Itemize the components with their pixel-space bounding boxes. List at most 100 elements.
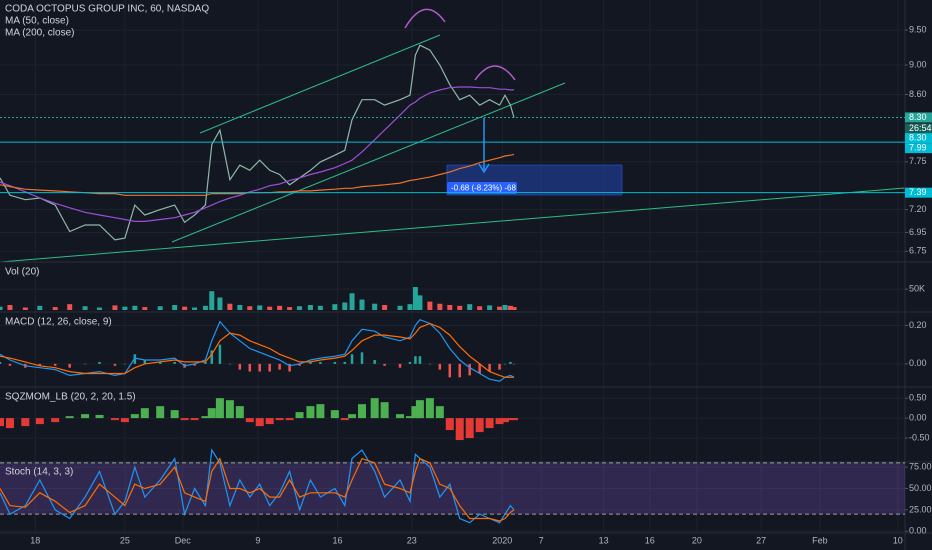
- bar: [143, 360, 147, 364]
- bar: [97, 307, 103, 310]
- bar: [475, 418, 484, 433]
- bar: [238, 363, 242, 370]
- countdown: 26:54: [909, 123, 932, 133]
- bar: [120, 418, 129, 423]
- series-line: [0, 322, 514, 378]
- price-tag: [905, 143, 932, 154]
- bar: [417, 295, 423, 310]
- bar: [53, 363, 57, 366]
- bar: [277, 305, 283, 310]
- bar: [21, 418, 30, 427]
- y-tick-label: 0.00: [909, 526, 927, 536]
- bar: [267, 306, 273, 310]
- bar: [130, 414, 139, 419]
- bar: [408, 361, 412, 364]
- y-tick-label: 0.00: [909, 412, 927, 422]
- bar: [122, 306, 128, 310]
- bar: [112, 305, 118, 310]
- extra-tag-label: 8.30: [909, 132, 927, 142]
- bar: [414, 356, 417, 364]
- bar: [51, 418, 60, 423]
- bar: [509, 361, 512, 364]
- bar: [237, 304, 243, 310]
- bar: [343, 361, 347, 364]
- bar: [488, 363, 491, 372]
- bar: [428, 363, 432, 365]
- price-tag-label: 8.30: [909, 112, 927, 122]
- bar: [98, 361, 101, 364]
- bar: [349, 293, 355, 310]
- bar: [258, 363, 261, 372]
- bar: [190, 418, 199, 421]
- bar: [110, 418, 119, 421]
- bar: [0, 361, 2, 364]
- bar: [412, 287, 418, 310]
- price-tag: [905, 187, 932, 198]
- bar: [511, 307, 517, 310]
- bar: [170, 410, 179, 419]
- bar: [447, 304, 453, 310]
- bar: [448, 363, 452, 378]
- bar: [418, 356, 422, 364]
- bar: [268, 363, 271, 372]
- shoulder-arc: [474, 65, 516, 81]
- bar: [0, 306, 3, 310]
- x-tick-label: 16: [333, 535, 343, 545]
- bar: [465, 418, 474, 439]
- x-tick-label: Dec: [175, 535, 192, 545]
- bar: [265, 418, 274, 425]
- bar: [477, 306, 483, 310]
- bar: [500, 418, 509, 423]
- y-tick-label: 7.75: [909, 156, 927, 166]
- bar: [297, 306, 303, 310]
- bar: [435, 406, 444, 419]
- price-tag: [905, 112, 932, 123]
- bar: [67, 304, 73, 310]
- bar: [193, 363, 196, 366]
- bar: [485, 418, 494, 429]
- bar: [156, 406, 165, 419]
- bar: [309, 361, 312, 364]
- bar: [455, 418, 464, 441]
- price-tag-label: 7.99: [909, 142, 927, 152]
- bar: [35, 418, 44, 425]
- y-tick-label: 50.00: [909, 483, 932, 493]
- price-tag-label: 7.39: [909, 187, 927, 197]
- bar: [157, 306, 163, 310]
- bar: [405, 416, 414, 419]
- channel-lower: [171, 82, 566, 243]
- y-tick-label: 50K: [909, 284, 925, 294]
- y-tick-label: -0.50: [909, 432, 930, 442]
- bar: [333, 361, 337, 364]
- bar: [348, 414, 357, 419]
- bar: [427, 301, 433, 310]
- bar: [342, 302, 348, 310]
- bar: [209, 291, 215, 310]
- bar: [295, 412, 304, 419]
- bar: [502, 304, 508, 310]
- pane-title: MACD (12, 26, close, 9): [5, 317, 112, 328]
- bar: [298, 363, 301, 366]
- x-tick-label: 18: [30, 535, 40, 545]
- bar: [407, 304, 413, 310]
- bar: [52, 307, 58, 310]
- bar: [8, 363, 12, 366]
- trendline: [0, 187, 906, 263]
- bar: [457, 305, 463, 310]
- x-tick-label: 10: [893, 535, 903, 545]
- bar: [202, 305, 208, 310]
- bar: [287, 307, 293, 310]
- y-tick-label: 75.00: [909, 462, 932, 472]
- bar: [123, 363, 127, 365]
- bar: [330, 410, 339, 419]
- bar: [497, 306, 503, 310]
- bar: [22, 307, 28, 310]
- y-tick-label: 9.00: [909, 59, 927, 69]
- bar: [81, 414, 90, 419]
- bar: [478, 363, 481, 374]
- bar: [172, 304, 178, 310]
- x-tick-label: 27: [756, 535, 766, 545]
- bar: [235, 406, 244, 419]
- bar: [228, 363, 232, 365]
